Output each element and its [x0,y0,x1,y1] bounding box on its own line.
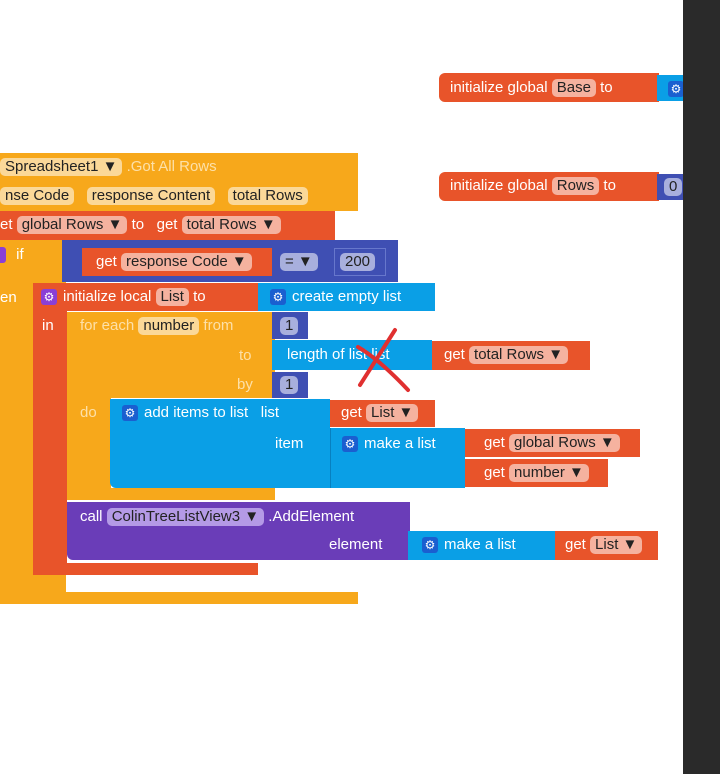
var-name-field[interactable]: Base [551,79,596,97]
number-field[interactable]: 200 [340,253,376,271]
var-dropdown[interactable]: List ▼ [590,536,643,554]
init-local-body [33,311,67,575]
gear-icon[interactable]: ⚙ [270,289,286,306]
create-empty-list-block[interactable] [258,283,435,311]
init-global-base-block[interactable] [439,73,659,102]
number-field[interactable]: 1 [280,317,299,335]
do-label: do [80,404,97,421]
gear-icon[interactable]: ⚙ [668,81,684,98]
then-label: en [0,289,17,306]
init-local-bottom [33,563,258,575]
var-dropdown[interactable]: number ▼ [509,464,589,482]
length-of-list-block[interactable] [272,340,432,370]
to-label: to [239,347,252,364]
init-global-rows-block[interactable] [439,172,659,201]
var-dropdown[interactable]: total Rows ▼ [181,216,281,234]
loop-var-field[interactable]: number [138,317,200,335]
for-each-bottom [67,488,275,500]
event-header: Spreadsheet1 ▼ .Got All Rows [0,158,217,176]
side-panel [683,0,720,774]
for-each-body [67,398,111,488]
gear-icon[interactable]: ⚙ [342,436,358,453]
red-x-annotation [356,328,410,392]
number-field[interactable]: 1 [280,376,299,394]
event-params: nse Code response Content total Rows [0,187,308,205]
param[interactable]: response Content [86,187,216,205]
event-block-bottom [0,592,358,604]
var-dropdown[interactable]: global Rows ▼ [16,216,128,234]
var-dropdown[interactable]: response Code ▼ [121,253,252,271]
gear-icon[interactable]: ⚙ [122,405,138,422]
gear-icon[interactable]: ⚙ [422,537,438,554]
number-field[interactable]: 0 [664,178,683,196]
var-dropdown[interactable]: List ▼ [366,404,419,422]
gear-icon[interactable]: ⚙ [41,289,57,306]
var-name-field[interactable]: Rows [551,177,600,195]
var-name-field[interactable]: List [155,288,189,306]
element-label: element [329,536,383,553]
component-dropdown[interactable]: Spreadsheet1 ▼ [0,158,123,176]
component-dropdown[interactable]: ColinTreeListView3 ▼ [106,508,265,526]
item-label: item [275,435,304,452]
add-items-block[interactable] [110,399,330,488]
in-label: in [42,317,54,334]
var-dropdown[interactable]: total Rows ▼ [469,346,569,364]
var-dropdown[interactable]: global Rows ▼ [509,434,620,452]
param[interactable]: nse Code [0,187,75,205]
init-local-block[interactable] [33,283,258,311]
operator-dropdown[interactable]: = ▼ [280,253,318,271]
if-label: if [0,246,24,264]
by-label: by [237,376,253,393]
set-row: et global Rows ▼ to get total Rows ▼ [0,216,281,234]
event-name: .Got All Rows [126,158,217,175]
param[interactable]: total Rows [227,187,308,205]
